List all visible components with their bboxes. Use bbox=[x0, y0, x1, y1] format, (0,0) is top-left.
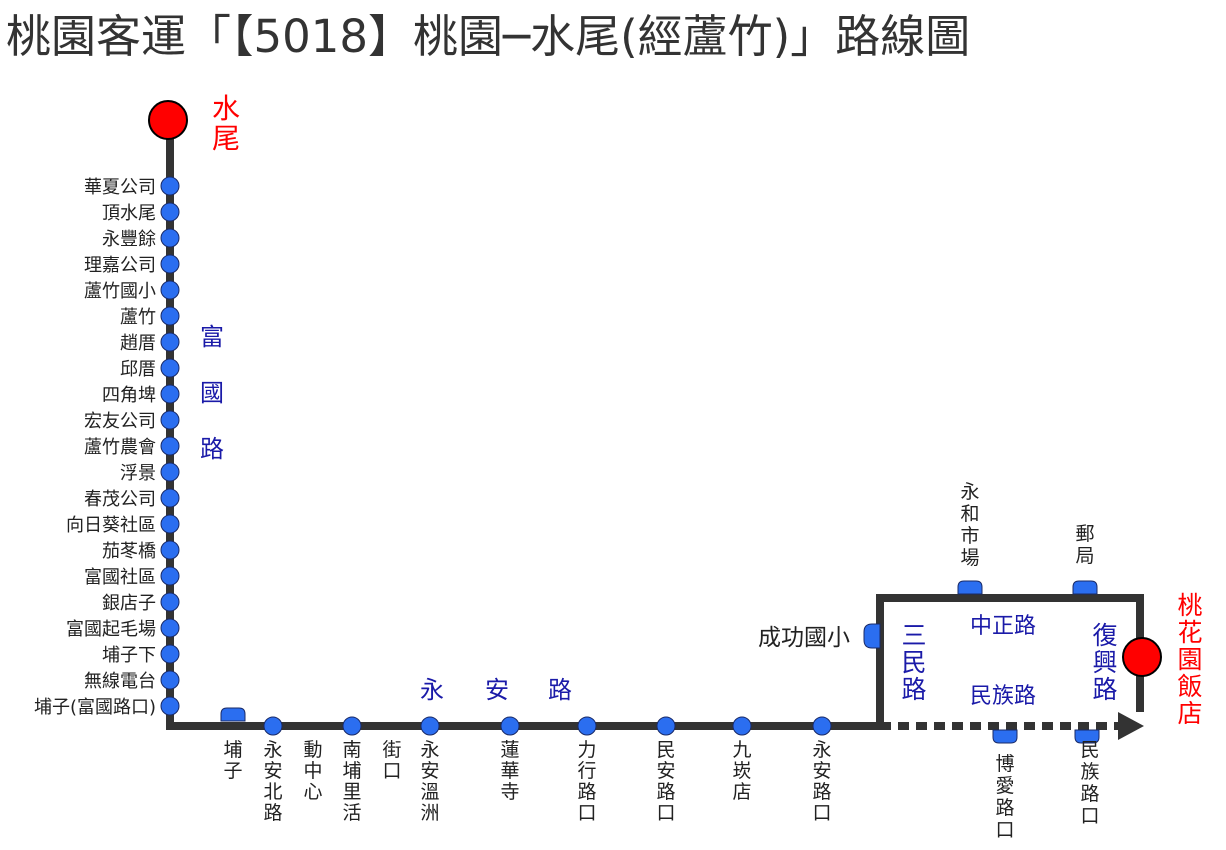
stop-dot[interactable] bbox=[420, 716, 440, 736]
stop-dot[interactable] bbox=[160, 410, 180, 430]
stop-label: 動中心 bbox=[303, 739, 322, 803]
stop-label: 無線電台 bbox=[84, 671, 156, 692]
terminal-end-dot[interactable] bbox=[1122, 637, 1162, 677]
stop-dot[interactable] bbox=[342, 716, 362, 736]
stop-dot[interactable] bbox=[160, 670, 180, 690]
stop-dot[interactable] bbox=[160, 228, 180, 248]
stop-label: 向日葵社區 bbox=[66, 515, 156, 536]
stop-dot[interactable] bbox=[732, 716, 752, 736]
stop-dot[interactable] bbox=[160, 696, 180, 716]
terminal-end-label: 桃花園飯店 bbox=[1177, 591, 1202, 728]
road-label-fuxing: 復興路 bbox=[1092, 621, 1117, 704]
stop-label: 春茂公司 bbox=[84, 489, 156, 510]
stop-label: 蘆竹 bbox=[120, 307, 156, 328]
stop-dot[interactable] bbox=[160, 202, 180, 222]
stop-dot[interactable] bbox=[160, 358, 180, 378]
stop-label: 頂水尾 bbox=[102, 203, 156, 224]
stop-label: 富國起毛場 bbox=[66, 619, 156, 640]
road-label-yongan: 永安路 bbox=[420, 676, 572, 704]
stop-dot[interactable] bbox=[812, 716, 832, 736]
stop-dot[interactable] bbox=[577, 716, 597, 736]
stop-label: 埔子(富國路口) bbox=[34, 697, 156, 718]
stop-dot[interactable] bbox=[160, 254, 180, 274]
stop-dot[interactable] bbox=[160, 592, 180, 612]
stop-dot[interactable] bbox=[160, 436, 180, 456]
stop-dot[interactable] bbox=[160, 644, 180, 664]
stop-label: 宏友公司 bbox=[84, 411, 156, 432]
stop-dot[interactable] bbox=[160, 280, 180, 300]
stop-dot[interactable] bbox=[656, 716, 676, 736]
stop-label: 埔子下 bbox=[102, 645, 156, 666]
stop-label: 永安路口 bbox=[812, 739, 831, 824]
stop-label: 富國社區 bbox=[84, 567, 156, 588]
stop-label: 茄苳橋 bbox=[102, 541, 156, 562]
stop-dot[interactable] bbox=[160, 566, 180, 586]
stop-dot[interactable] bbox=[160, 618, 180, 638]
stop-label: 浮景 bbox=[120, 463, 156, 484]
stop-label: 南埔里活 bbox=[342, 739, 361, 824]
stop-dot[interactable] bbox=[160, 514, 180, 534]
stop-dot[interactable] bbox=[160, 176, 180, 196]
stop-label: 蘆竹農會 bbox=[84, 437, 156, 458]
stop-dot[interactable] bbox=[160, 488, 180, 508]
stop-label: 邱厝 bbox=[120, 359, 156, 380]
terminal-start-label: 水尾 bbox=[212, 92, 240, 155]
stop-label: 埔子 bbox=[223, 739, 242, 782]
stop-halfdot[interactable] bbox=[1072, 580, 1098, 595]
stop-dot[interactable] bbox=[160, 384, 180, 404]
stop-halfdot[interactable] bbox=[863, 623, 881, 649]
stop-label: 華夏公司 bbox=[84, 177, 156, 198]
stop-halfdot[interactable] bbox=[957, 580, 983, 595]
stop-label: 四角埤 bbox=[102, 385, 156, 406]
direction-arrow-icon bbox=[1118, 712, 1144, 740]
stop-label: 博愛路口 bbox=[995, 753, 1014, 841]
stop-label: 九崁店 bbox=[732, 739, 751, 803]
stop-label: 民族路口 bbox=[1080, 739, 1099, 827]
stop-label: 蓮華寺 bbox=[500, 739, 519, 803]
stop-label: 蘆竹國小 bbox=[84, 281, 156, 302]
terminal-start-dot[interactable] bbox=[148, 100, 188, 140]
stop-label: 永豐餘 bbox=[102, 229, 156, 250]
stop-halfdot[interactable] bbox=[220, 707, 246, 722]
road-label-zhongzheng: 中正路 bbox=[970, 614, 1036, 639]
stop-dot[interactable] bbox=[160, 462, 180, 482]
stop-label: 郵局 bbox=[1075, 523, 1094, 567]
stop-dot[interactable] bbox=[160, 540, 180, 560]
road-label-minzu: 民族路 bbox=[970, 684, 1036, 709]
stop-halfdot[interactable] bbox=[1074, 729, 1100, 744]
stop-label: 理嘉公司 bbox=[84, 255, 156, 276]
stop-dot[interactable] bbox=[263, 716, 283, 736]
page-title: 桃園客運「【5018】桃園─水尾(經蘆竹)」路線圖 bbox=[6, 10, 971, 63]
stop-label: 力行路口 bbox=[577, 739, 596, 824]
stop-dot[interactable] bbox=[500, 716, 520, 736]
stop-label: 成功國小 bbox=[758, 625, 850, 651]
stop-label: 趙厝 bbox=[120, 333, 156, 354]
road-label-sanmin: 三民路 bbox=[901, 621, 926, 704]
stop-label: 永和市場 bbox=[960, 481, 979, 569]
stop-label: 銀店子 bbox=[102, 593, 156, 614]
stop-dot[interactable] bbox=[160, 332, 180, 352]
stop-halfdot[interactable] bbox=[992, 729, 1018, 744]
stop-label: 永安溫洲 bbox=[420, 739, 439, 824]
stop-label: 街口 bbox=[382, 739, 401, 782]
stop-label: 永安北路 bbox=[263, 739, 282, 824]
stop-label: 民安路口 bbox=[656, 739, 675, 824]
stop-dot[interactable] bbox=[160, 306, 180, 326]
road-label-fuguo: 富國路 bbox=[200, 323, 224, 463]
